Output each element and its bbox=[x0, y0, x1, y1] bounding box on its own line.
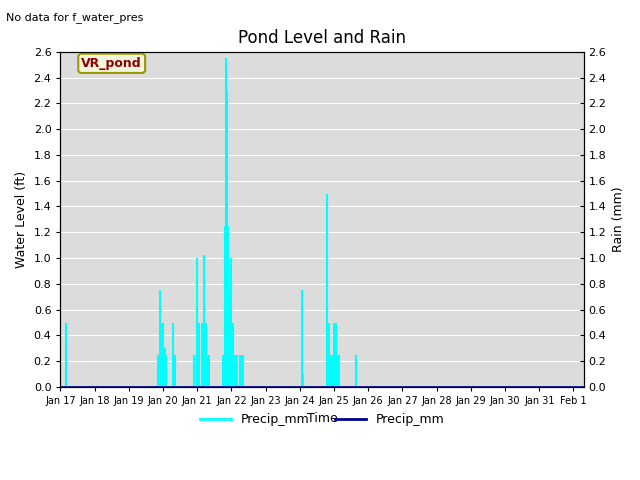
Title: Pond Level and Rain: Pond Level and Rain bbox=[238, 29, 406, 48]
Text: No data for f_water_pres: No data for f_water_pres bbox=[6, 12, 144, 23]
Y-axis label: Rain (mm): Rain (mm) bbox=[612, 187, 625, 252]
Text: VR_pond: VR_pond bbox=[81, 57, 142, 70]
X-axis label: Time: Time bbox=[307, 411, 337, 425]
Y-axis label: Water Level (ft): Water Level (ft) bbox=[15, 171, 28, 268]
Legend: Precip_mm, Precip_mm: Precip_mm, Precip_mm bbox=[195, 408, 449, 431]
